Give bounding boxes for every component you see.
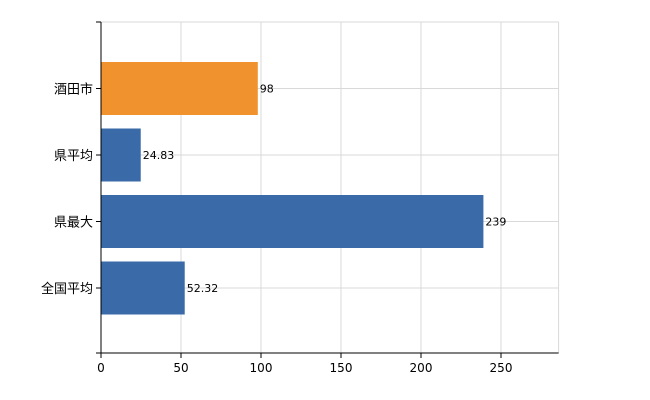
x-tick-label: 100 [250,361,273,375]
y-tick-label: 県平均 [54,149,93,164]
x-tick-label: 250 [490,361,513,375]
x-tick-label: 50 [173,361,188,375]
bar-4 [101,261,185,315]
x-tick-label: 200 [410,361,433,375]
y-tick-label: 全国平均 [41,281,93,297]
bar-3 [101,195,484,248]
y-tick-label: 県最大 [54,216,93,231]
data-label: 239 [485,216,506,229]
y-tick-label: 酒田市 [54,82,93,98]
bar-2 [101,128,141,182]
data-label: 52.32 [187,282,219,295]
x-tick-label: 0 [97,361,105,375]
data-label: 98 [260,83,274,96]
data-label: 24.83 [143,149,175,162]
x-tick-label: 150 [330,361,353,375]
axes [96,21,559,358]
bars [101,62,484,315]
bar-1 [101,62,258,115]
